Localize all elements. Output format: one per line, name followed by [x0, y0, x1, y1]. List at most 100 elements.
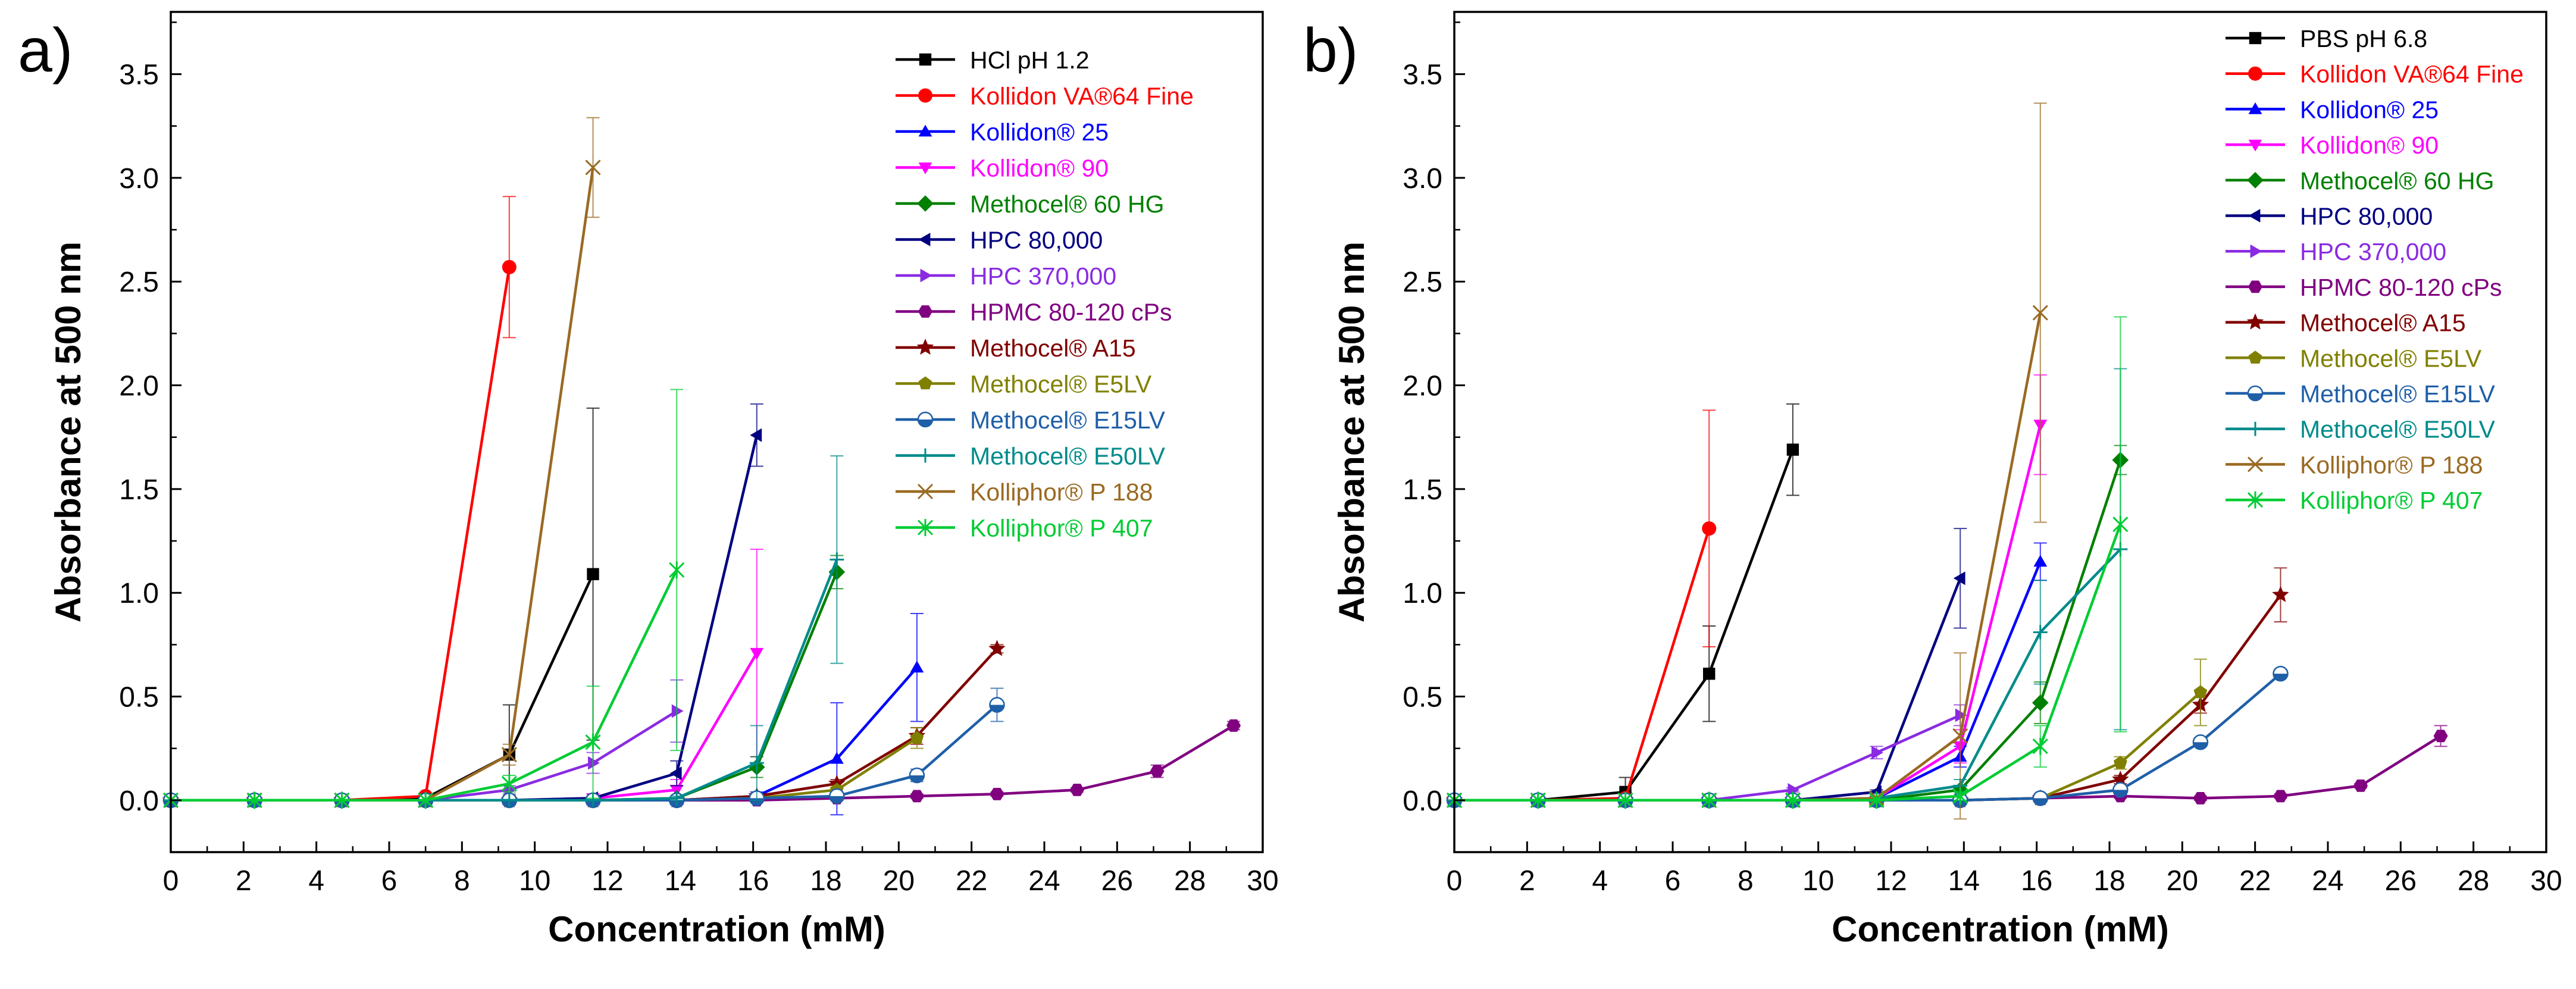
x-tick-label: 24 — [1028, 865, 1060, 897]
legend-label: Kollidon VA®64 Fine — [970, 83, 1194, 110]
x-tick-label: 30 — [2530, 865, 2562, 897]
legend-entry: Kollidon® 25 — [896, 118, 1109, 146]
data-point — [1952, 728, 1968, 744]
data-point — [750, 647, 764, 660]
legend-marker — [918, 448, 932, 463]
legend-entry: Kolliphor® P 407 — [2226, 487, 2483, 514]
legend-marker — [2248, 280, 2262, 293]
data-point — [418, 791, 434, 809]
y-tick-label: 0.5 — [1403, 682, 1442, 713]
legend-label: HPMC 80-120 cPs — [970, 299, 1172, 326]
legend-marker — [918, 376, 932, 390]
data-point — [1702, 667, 1716, 680]
data-point — [585, 733, 601, 751]
y-axis: 0.0 0.5 1.0 1.5 2.0 2.5 3.0 3.5 Absorbance at 50… — [1332, 21, 1465, 853]
x-tick-label: 6 — [1665, 865, 1681, 897]
data-point — [2113, 756, 2127, 769]
data-point — [1070, 784, 1084, 796]
data-point — [988, 640, 1006, 656]
series-kolliphor-p-407 — [1446, 316, 2129, 809]
data-point — [2273, 790, 2288, 803]
legend-label: Methocel® E15LV — [2300, 380, 2496, 408]
plot-area — [162, 117, 1241, 816]
x-tick-label: 12 — [1875, 865, 1907, 897]
legend-entry: PBS pH 6.8 — [2226, 25, 2427, 52]
legend-label: Kolliphor® P 407 — [2300, 487, 2483, 514]
data-point — [2273, 665, 2289, 682]
data-point — [246, 791, 262, 809]
legend-entry: HPMC 80-120 cPs — [2226, 274, 2502, 301]
legend-label: HPC 370,000 — [970, 262, 1116, 290]
y-tick-label: 1.5 — [1403, 474, 1442, 506]
data-point — [1786, 443, 1799, 456]
legend-marker — [918, 233, 931, 246]
data-point — [909, 790, 924, 803]
data-point — [750, 428, 762, 442]
legend-label: Methocel® E50LV — [970, 443, 1166, 470]
data-point — [501, 747, 517, 763]
y-axis-label: Absorbance at 500 nm — [1332, 242, 1372, 622]
data-point — [1530, 791, 1546, 809]
x-tick-label: 18 — [810, 865, 841, 897]
data-point — [2033, 555, 2048, 567]
data-point — [588, 756, 600, 770]
data-point — [502, 793, 517, 808]
y-tick-label: 3.0 — [119, 163, 159, 195]
data-point — [1150, 765, 1165, 778]
data-point — [910, 731, 924, 744]
x-tick-label: 2 — [236, 865, 252, 897]
legend-label: Kollidon® 25 — [970, 118, 1109, 146]
legend-entry: Methocel® A15 — [2226, 309, 2466, 337]
data-point — [1953, 571, 1965, 586]
legend-entry: Kollidon VA®64 Fine — [2226, 61, 2524, 88]
legend-marker — [2247, 385, 2264, 402]
x-tick-label: 0 — [1447, 865, 1463, 897]
legend-marker — [917, 519, 934, 536]
y-axis-label: Absorbance at 500 nm — [48, 242, 88, 622]
data-point — [669, 791, 684, 806]
legend-label: HPC 370,000 — [2300, 238, 2446, 265]
legend-label: Kolliphor® P 188 — [2300, 451, 2483, 478]
x-axis-label: Concentration (mM) — [548, 909, 885, 949]
data-point — [1785, 791, 1801, 809]
data-point — [1701, 791, 1717, 809]
y-tick-label: 3.0 — [1403, 163, 1442, 195]
data-point — [585, 159, 601, 176]
data-point — [910, 661, 924, 673]
x-tick-label: 22 — [956, 865, 987, 897]
x-tick-label: 2 — [1519, 865, 1535, 897]
legend-entry: Kolliphor® P 188 — [896, 478, 1153, 506]
legend-label: Kolliphor® P 188 — [970, 478, 1153, 506]
legend: HCl pH 1.2 Kollidon VA®64 Fine Kollidon® 2… — [896, 46, 1194, 542]
legend-marker — [2248, 139, 2262, 152]
legend-marker — [918, 305, 932, 318]
legend-label: Kollidon® 90 — [2300, 132, 2439, 159]
legend-marker — [2247, 172, 2264, 189]
legend-marker — [919, 53, 932, 66]
legend-label: Methocel® 60 HG — [2300, 167, 2494, 195]
x-tick-label: 16 — [737, 865, 769, 897]
x-tick-label: 4 — [308, 865, 324, 897]
data-point — [2032, 305, 2048, 321]
y-tick-label: 1.5 — [119, 474, 159, 506]
legend-label: HCl pH 1.2 — [970, 46, 1090, 74]
data-point — [830, 752, 844, 764]
legend-entry: Kolliphor® P 407 — [896, 515, 1153, 542]
legend-entry: Methocel® 60 HG — [2226, 167, 2494, 195]
legend-entry: Kollidon VA®64 Fine — [896, 83, 1194, 110]
legend-marker — [2246, 313, 2264, 330]
legend-marker — [2248, 66, 2262, 81]
x-tick-label: 8 — [1738, 865, 1754, 897]
x-tick-label: 10 — [519, 865, 550, 897]
data-point — [2193, 792, 2208, 805]
legend-marker — [2250, 244, 2262, 258]
data-point — [2033, 625, 2048, 640]
legend-entry: HPC 370,000 — [896, 262, 1116, 290]
y-tick-label: 2.0 — [1403, 371, 1442, 402]
legend-label: Kollidon® 90 — [970, 155, 1109, 182]
legend-label: Methocel® A15 — [970, 334, 1136, 362]
plot-area — [1445, 102, 2448, 820]
legend-label: PBS pH 6.8 — [2300, 25, 2427, 52]
legend-marker — [2247, 456, 2264, 472]
